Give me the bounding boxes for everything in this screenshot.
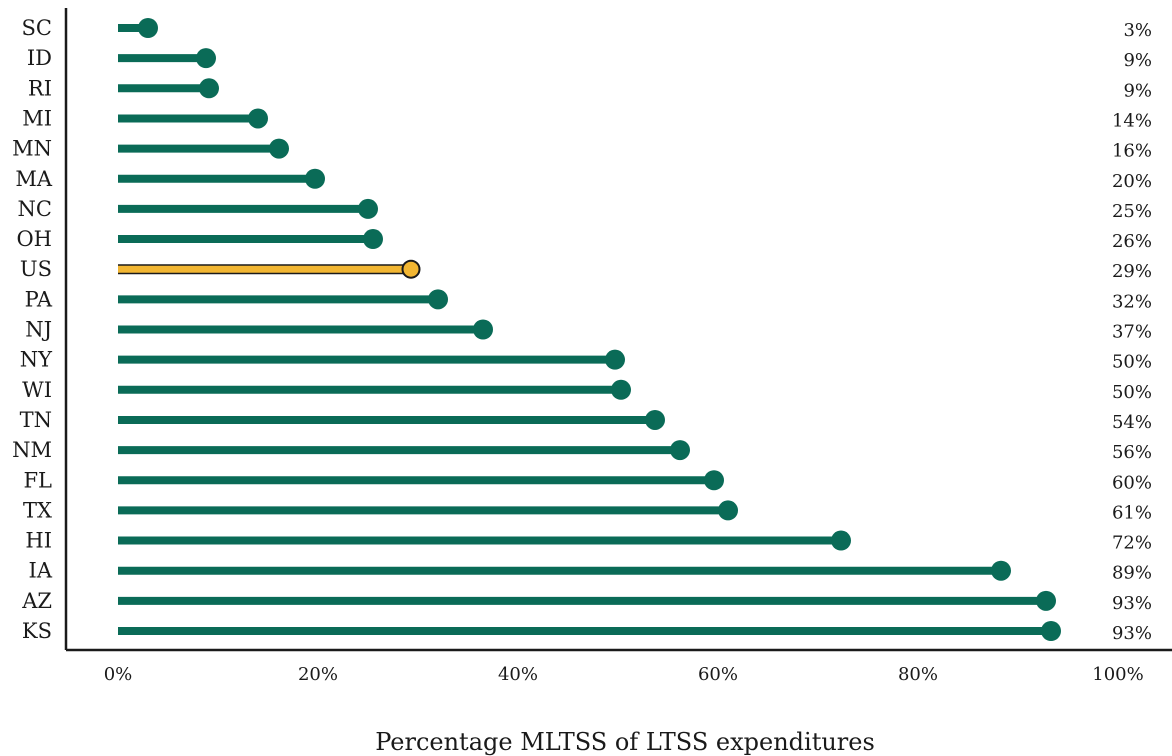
lollipop-dot <box>269 138 289 159</box>
category-label: RI <box>28 76 52 100</box>
value-label: 9% <box>1123 80 1152 101</box>
value-label: 61% <box>1112 502 1152 523</box>
lollipop-dot <box>605 349 625 370</box>
lollipop-dot <box>138 18 158 38</box>
category-label: MN <box>12 137 52 161</box>
chart-row-nm: NM 56% <box>12 438 1152 463</box>
chart-row-nj: NJ 37% <box>25 318 1152 343</box>
value-label: 93% <box>1112 593 1152 614</box>
value-label: 89% <box>1112 563 1152 584</box>
category-label: IA <box>29 559 53 583</box>
value-label: 93% <box>1112 623 1152 644</box>
chart-row-ia: IA 89% <box>29 559 1152 584</box>
x-tick-label: 40% <box>498 664 538 685</box>
chart-row-az: AZ 93% <box>21 589 1152 614</box>
value-label: 29% <box>1112 261 1152 282</box>
category-label: NJ <box>25 318 52 342</box>
lollipop-dot <box>248 108 268 129</box>
value-label: 20% <box>1112 171 1152 192</box>
chart-row-pa: PA 32% <box>25 287 1152 312</box>
value-label: 50% <box>1112 382 1152 403</box>
value-label: 16% <box>1112 141 1152 162</box>
chart-row-fl: FL 60% <box>23 468 1152 493</box>
chart-rows: SC 3% ID 9% RI 9% MI 14% MN 16% MA 20% NC 25% OH 26% US 2… <box>12 16 1152 644</box>
lollipop-dot <box>704 470 724 491</box>
x-tick-label: 20% <box>298 664 338 685</box>
lollipop-dot <box>363 229 383 250</box>
category-label: NM <box>12 438 52 462</box>
chart-row-tx: TX 61% <box>23 498 1152 523</box>
value-label: 9% <box>1123 50 1152 71</box>
category-label: MI <box>22 106 52 130</box>
chart-row-mi: MI 14% <box>22 106 1152 131</box>
value-label: 37% <box>1112 322 1152 343</box>
category-label: SC <box>22 16 52 40</box>
chart-row-ks: KS 93% <box>22 619 1152 644</box>
chart-row-oh: OH 26% <box>16 227 1152 252</box>
chart-row-us: US 29% <box>20 257 1152 282</box>
value-label: 54% <box>1112 412 1152 433</box>
category-label: TX <box>23 498 52 522</box>
category-label: ID <box>27 46 52 70</box>
value-label: 56% <box>1112 442 1152 463</box>
x-tick-labels: 0% 20% 40% 60% 80% 100% <box>104 664 1144 685</box>
chart-row-nc: NC 25% <box>18 197 1152 222</box>
category-label: FL <box>23 468 52 492</box>
category-label: PA <box>25 287 53 311</box>
category-label: NY <box>20 348 53 372</box>
lollipop-dot <box>428 289 448 310</box>
value-label: 60% <box>1112 472 1152 493</box>
lollipop-dot <box>1041 621 1061 641</box>
chart-row-wi: WI 50% <box>22 378 1152 403</box>
lollipop-dot <box>991 560 1011 581</box>
axes <box>64 8 1172 652</box>
category-label: US <box>20 257 52 281</box>
lollipop-dot <box>401 259 421 279</box>
category-label: TN <box>20 408 52 432</box>
chart-row-id: ID 9% <box>27 46 1152 71</box>
lollipop-dot <box>199 78 219 99</box>
category-label: WI <box>22 378 52 402</box>
value-label: 14% <box>1112 110 1152 131</box>
category-label: KS <box>22 619 52 643</box>
chart-row-ri: RI 9% <box>28 76 1152 101</box>
chart-row-mn: MN 16% <box>12 137 1152 162</box>
x-tick-label: 0% <box>104 664 133 685</box>
x-tick-label: 80% <box>898 664 938 685</box>
value-label: 32% <box>1112 291 1152 312</box>
category-label: AZ <box>21 589 52 613</box>
chart-row-sc: SC 3% <box>22 16 1152 41</box>
value-label: 25% <box>1112 201 1152 222</box>
lollipop-dot <box>305 168 325 189</box>
category-label: OH <box>16 227 52 251</box>
lollipop-dot <box>358 198 378 219</box>
lollipop-dot <box>670 440 690 461</box>
chart-row-ny: NY 50% <box>20 348 1152 373</box>
lollipop-dot <box>718 500 738 521</box>
x-tick-label: 60% <box>698 664 738 685</box>
category-label: HI <box>25 529 52 553</box>
lollipop-dot <box>1036 590 1056 611</box>
lollipop-dot <box>645 409 665 430</box>
lollipop-dot <box>473 319 493 340</box>
value-label: 72% <box>1112 533 1152 554</box>
x-tick-label: 100% <box>1092 664 1143 685</box>
value-label: 50% <box>1112 352 1152 373</box>
chart-row-tn: TN 54% <box>20 408 1152 433</box>
lollipop-dot <box>611 379 631 400</box>
x-axis-title: Percentage MLTSS of LTSS expenditures <box>375 728 875 756</box>
value-label: 3% <box>1123 20 1152 41</box>
category-label: MA <box>15 167 53 191</box>
category-label: NC <box>18 197 52 221</box>
value-label: 26% <box>1112 231 1152 252</box>
chart-row-hi: HI 72% <box>25 529 1152 554</box>
lollipop-dot <box>196 48 216 69</box>
chart-row-ma: MA 20% <box>15 167 1152 192</box>
lollipop-dot <box>831 530 851 551</box>
